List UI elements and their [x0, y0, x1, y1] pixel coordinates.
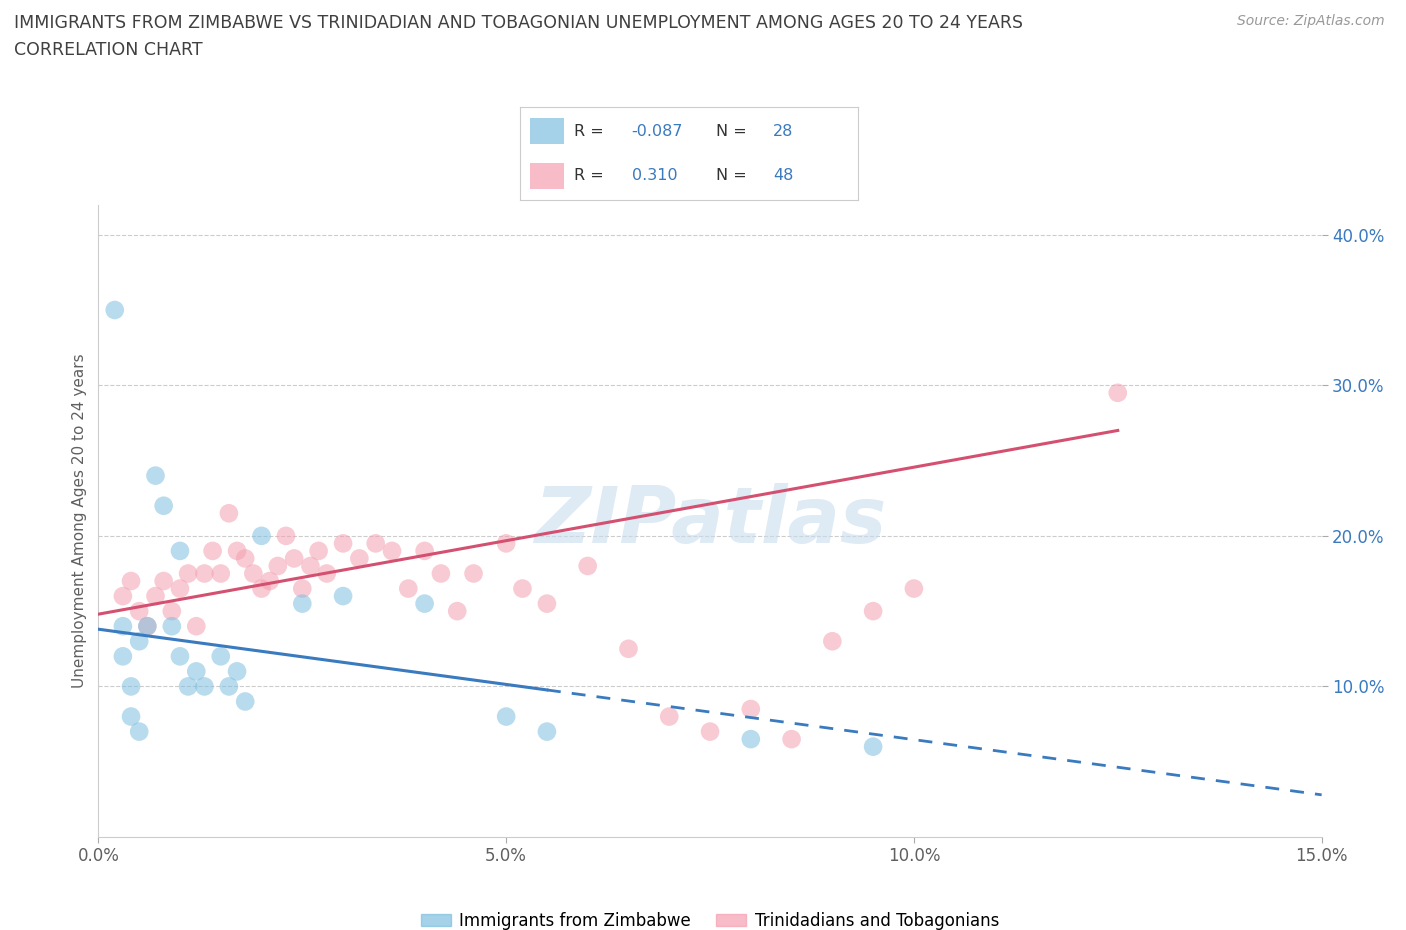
- Text: R =: R =: [574, 168, 605, 183]
- Point: [699, 724, 721, 739]
- Point: [536, 724, 558, 739]
- Point: [658, 709, 681, 724]
- Text: 48: 48: [773, 168, 793, 183]
- Point: [536, 596, 558, 611]
- Point: [111, 649, 134, 664]
- Point: [267, 559, 290, 574]
- Text: N =: N =: [716, 168, 747, 183]
- Point: [186, 664, 208, 679]
- Point: [120, 709, 142, 724]
- Point: [396, 581, 419, 596]
- Point: [740, 732, 762, 747]
- Point: [136, 618, 159, 633]
- Point: [821, 634, 844, 649]
- Point: [233, 694, 256, 709]
- Point: [169, 543, 191, 558]
- Point: [152, 574, 174, 589]
- Point: [250, 528, 273, 543]
- Point: [576, 559, 599, 574]
- Point: [128, 724, 150, 739]
- Point: [291, 596, 314, 611]
- Point: [446, 604, 468, 618]
- Point: [332, 536, 354, 551]
- Point: [495, 536, 517, 551]
- Point: [308, 543, 330, 558]
- Point: [349, 551, 371, 565]
- Legend: Immigrants from Zimbabwe, Trinidadians and Tobagonians: Immigrants from Zimbabwe, Trinidadians a…: [415, 906, 1005, 930]
- Point: [283, 551, 305, 565]
- Point: [169, 649, 191, 664]
- Point: [186, 618, 208, 633]
- Point: [160, 604, 183, 618]
- Point: [193, 679, 215, 694]
- Text: 28: 28: [773, 124, 793, 139]
- Point: [430, 566, 453, 581]
- Point: [463, 566, 485, 581]
- Point: [903, 581, 925, 596]
- Point: [364, 536, 387, 551]
- Text: 0.310: 0.310: [631, 168, 678, 183]
- FancyBboxPatch shape: [530, 118, 564, 144]
- Y-axis label: Unemployment Among Ages 20 to 24 years: Unemployment Among Ages 20 to 24 years: [72, 353, 87, 688]
- Text: N =: N =: [716, 124, 747, 139]
- Text: -0.087: -0.087: [631, 124, 683, 139]
- Point: [740, 701, 762, 716]
- Point: [1107, 385, 1129, 400]
- Point: [201, 543, 224, 558]
- Point: [413, 596, 436, 611]
- Point: [145, 468, 167, 483]
- Point: [259, 574, 281, 589]
- Text: ZIPatlas: ZIPatlas: [534, 483, 886, 559]
- Point: [120, 679, 142, 694]
- Point: [111, 589, 134, 604]
- Point: [136, 618, 159, 633]
- Point: [226, 543, 249, 558]
- Point: [160, 618, 183, 633]
- Point: [104, 302, 127, 317]
- Point: [152, 498, 174, 513]
- Point: [315, 566, 337, 581]
- Point: [780, 732, 803, 747]
- Point: [128, 634, 150, 649]
- Text: IMMIGRANTS FROM ZIMBABWE VS TRINIDADIAN AND TOBAGONIAN UNEMPLOYMENT AMONG AGES 2: IMMIGRANTS FROM ZIMBABWE VS TRINIDADIAN …: [14, 14, 1024, 32]
- Point: [226, 664, 249, 679]
- Point: [120, 574, 142, 589]
- Point: [250, 581, 273, 596]
- Point: [274, 528, 297, 543]
- Point: [209, 649, 232, 664]
- FancyBboxPatch shape: [530, 163, 564, 189]
- Point: [862, 739, 884, 754]
- Point: [862, 604, 884, 618]
- Point: [111, 618, 134, 633]
- Point: [128, 604, 150, 618]
- Point: [413, 543, 436, 558]
- Point: [145, 589, 167, 604]
- Point: [617, 642, 640, 657]
- Point: [169, 581, 191, 596]
- Point: [332, 589, 354, 604]
- Point: [218, 679, 240, 694]
- Point: [242, 566, 264, 581]
- Point: [177, 566, 200, 581]
- Point: [381, 543, 404, 558]
- Point: [512, 581, 534, 596]
- Text: CORRELATION CHART: CORRELATION CHART: [14, 41, 202, 59]
- Point: [299, 559, 322, 574]
- Point: [193, 566, 215, 581]
- Point: [218, 506, 240, 521]
- Point: [233, 551, 256, 565]
- Point: [291, 581, 314, 596]
- Point: [495, 709, 517, 724]
- Point: [209, 566, 232, 581]
- Text: Source: ZipAtlas.com: Source: ZipAtlas.com: [1237, 14, 1385, 28]
- Text: R =: R =: [574, 124, 605, 139]
- Point: [177, 679, 200, 694]
